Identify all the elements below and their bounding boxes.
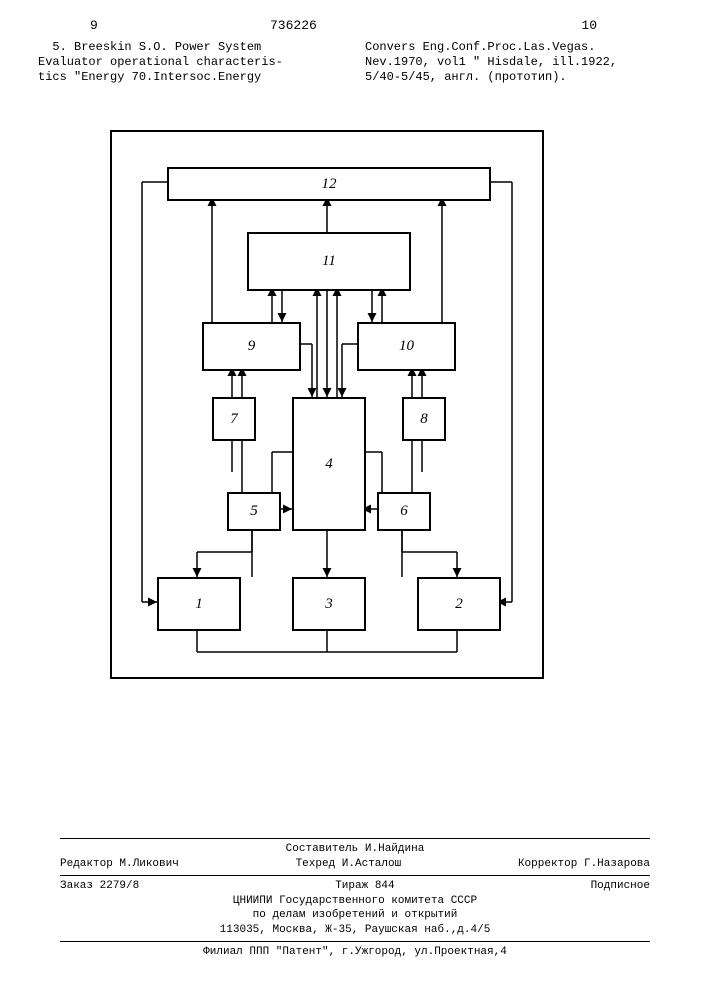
block-label: 12 — [322, 176, 337, 193]
block-label: 11 — [322, 253, 336, 270]
reference-left-col: 5. Breeskin S.O. Power System Evaluator … — [38, 40, 328, 85]
diagram-frame: 12 11 9 10 7 8 4 5 6 1 3 2 — [110, 130, 544, 679]
block-12: 12 — [167, 167, 491, 201]
page-num-left: 9 — [90, 18, 98, 33]
techred-label: Техред — [296, 858, 336, 870]
imprint-footer: Составитель И.Найдина Редактор М.Ликович… — [60, 835, 650, 960]
block-label: 9 — [248, 338, 256, 355]
tirage-num: 844 — [375, 880, 395, 892]
compiler-name: И.Найдина — [365, 843, 424, 855]
block-3: 3 — [292, 577, 366, 631]
block-5: 5 — [227, 492, 281, 531]
diagram: 12 11 9 10 7 8 4 5 6 1 3 2 — [112, 132, 542, 677]
block-label: 2 — [455, 596, 463, 613]
block-11: 11 — [247, 232, 411, 291]
org-line-2: по делам изобретений и открытий — [60, 908, 650, 923]
block-1: 1 — [157, 577, 241, 631]
reference-right-col: Convers Eng.Conf.Proc.Las.Vegas. Nev.197… — [365, 40, 675, 85]
compiler-label: Составитель — [286, 843, 359, 855]
block-label: 1 — [195, 596, 203, 613]
order-label: Заказ — [60, 880, 93, 892]
block-7: 7 — [212, 397, 256, 441]
block-2: 2 — [417, 577, 501, 631]
editor-label: Редактор — [60, 858, 113, 870]
block-label: 3 — [325, 596, 333, 613]
block-label: 6 — [400, 503, 408, 520]
org-line-1: ЦНИИПИ Государственного комитета СССР — [60, 894, 650, 909]
corrector-label: Корректор — [518, 858, 577, 870]
doc-number: 736226 — [270, 18, 317, 33]
page-num-right: 10 — [581, 18, 597, 33]
block-label: 10 — [399, 338, 414, 355]
block-4: 4 — [292, 397, 366, 531]
block-10: 10 — [357, 322, 456, 371]
order-num: 2279/8 — [100, 880, 140, 892]
tirage-label: Тираж — [335, 880, 368, 892]
branch-line: Филиал ППП "Патент", г.Ужгород, ул.Проек… — [60, 945, 650, 960]
sub-label: Подписное — [591, 879, 650, 894]
techred-name: И.Асталош — [342, 858, 401, 870]
block-label: 8 — [420, 411, 428, 428]
block-label: 5 — [250, 503, 258, 520]
block-8: 8 — [402, 397, 446, 441]
address-line: 113035, Москва, Ж-35, Раушская наб.,д.4/… — [60, 923, 650, 938]
block-label: 7 — [230, 411, 238, 428]
corrector-name: Г.Назарова — [584, 858, 650, 870]
editor-name: М.Ликович — [119, 858, 178, 870]
block-label: 4 — [325, 456, 333, 473]
block-6: 6 — [377, 492, 431, 531]
block-9: 9 — [202, 322, 301, 371]
